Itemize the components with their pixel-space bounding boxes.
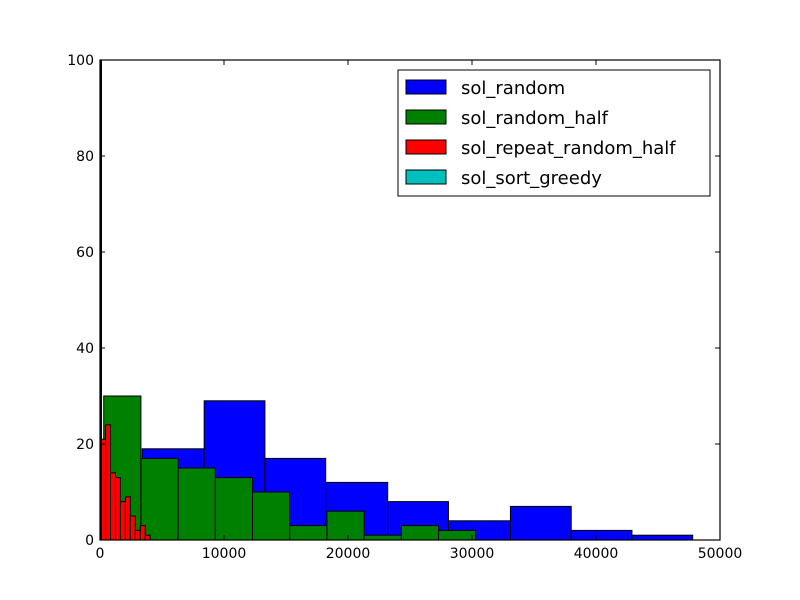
legend-label: sol_sort_greedy bbox=[461, 168, 602, 189]
bar-sol_sort_greedy-0 bbox=[100, 59, 102, 541]
legend-item: sol_sort_greedy bbox=[405, 168, 602, 189]
y-tick-label: 0 bbox=[85, 533, 94, 549]
bar-sol_repeat_random_half-5 bbox=[124, 496, 131, 541]
y-tick-label: 60 bbox=[76, 245, 94, 261]
legend-label: sol_random_half bbox=[461, 108, 609, 129]
x-tick-label: 30000 bbox=[450, 546, 495, 562]
bar-sol_repeat_random_half-9 bbox=[144, 534, 151, 541]
y-tick-label: 20 bbox=[76, 437, 94, 453]
legend-swatch bbox=[405, 169, 447, 185]
legend: sol_random sol_random_half sol_repeat_rand… bbox=[397, 69, 711, 197]
axes-frame bbox=[99, 59, 721, 541]
legend-swatch bbox=[405, 139, 447, 155]
legend-item: sol_repeat_random_half bbox=[405, 138, 676, 159]
legend-label: sol_repeat_random_half bbox=[461, 138, 676, 159]
bar-sol_random_half-8 bbox=[400, 525, 440, 541]
ticks: 0 10000 20000 30000 40000 50000 0 20 40 60 80 100 bbox=[67, 53, 742, 562]
x-tick-label: 10000 bbox=[202, 546, 247, 562]
x-tick-label: 0 bbox=[96, 546, 105, 562]
legend-swatch bbox=[405, 79, 447, 95]
histogram-bars bbox=[100, 59, 694, 541]
legend-item: sol_random bbox=[405, 78, 565, 99]
bar-sol_random_half-7 bbox=[363, 534, 402, 541]
legend-item: sol_random_half bbox=[405, 108, 609, 129]
bar-sol_repeat_random_half-7 bbox=[134, 529, 141, 541]
bar-sol_random-6 bbox=[509, 505, 572, 541]
x-tick-label: 50000 bbox=[698, 546, 743, 562]
bar-sol_repeat_random_half-8 bbox=[139, 525, 146, 541]
legend-box bbox=[397, 69, 711, 197]
series-sol_sort_greedy bbox=[100, 59, 102, 541]
bar-sol_random_half-5 bbox=[289, 525, 328, 541]
y-tick-label: 100 bbox=[67, 53, 94, 69]
y-tick-label: 40 bbox=[76, 341, 94, 357]
bar-sol_random_half-4 bbox=[252, 491, 291, 541]
bar-sol_random_half-1 bbox=[140, 457, 179, 541]
series-sol_repeat_random_half bbox=[100, 424, 151, 541]
bar-sol_repeat_random_half-4 bbox=[119, 501, 126, 541]
legend-label: sol_random bbox=[461, 78, 565, 99]
bar-sol_random-8 bbox=[631, 534, 694, 541]
legend-swatch bbox=[405, 109, 447, 125]
bar-sol_random_half-6 bbox=[326, 510, 365, 541]
bar-sol_repeat_random_half-1 bbox=[105, 424, 112, 541]
axes bbox=[99, 59, 721, 541]
x-tick-label: 20000 bbox=[326, 546, 371, 562]
bar-sol_repeat_random_half-3 bbox=[115, 477, 121, 541]
y-tick-label: 80 bbox=[76, 149, 94, 165]
bar-sol_random_half-9 bbox=[438, 529, 477, 541]
bar-sol_random_half-2 bbox=[177, 467, 216, 541]
x-tick-label: 40000 bbox=[574, 546, 619, 562]
bar-sol_repeat_random_half-6 bbox=[129, 515, 136, 541]
bar-sol_random-7 bbox=[570, 529, 633, 541]
bar-sol_repeat_random_half-2 bbox=[110, 472, 117, 541]
series-sol_random_half bbox=[103, 395, 477, 541]
bar-sol_random_half-3 bbox=[214, 477, 254, 541]
